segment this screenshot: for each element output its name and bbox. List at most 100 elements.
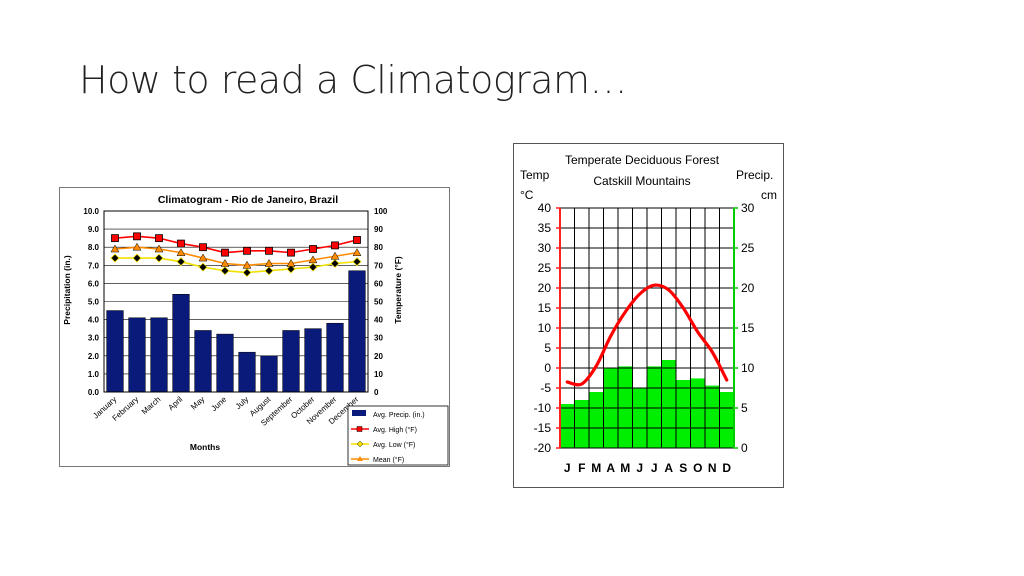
x-tick-label: N <box>708 461 717 475</box>
series-point <box>308 255 318 264</box>
y2-tick-label: 50 <box>374 298 383 307</box>
y2-tick-label: 15 <box>741 321 755 335</box>
y2-tick-label: 10 <box>374 370 383 379</box>
chart-subtitle: Catskill Mountains <box>593 174 690 188</box>
series-point <box>220 266 230 276</box>
series-point <box>287 248 295 257</box>
series-point <box>308 262 318 272</box>
y-tick-label: 35 <box>538 221 552 235</box>
y2-tick-label: 20 <box>374 352 383 361</box>
series-point <box>286 258 296 267</box>
precip-bar <box>661 360 676 448</box>
y-tick-label: 4.0 <box>88 316 100 325</box>
legend-label: Avg. Low (°F) <box>373 441 415 449</box>
series-point <box>242 260 252 269</box>
precip-bar <box>238 351 256 393</box>
x-tick-label: F <box>578 461 585 475</box>
y-tick-label: 2.0 <box>88 352 100 361</box>
x-tick-label: J <box>636 461 643 475</box>
series-point <box>154 244 164 253</box>
precip-bar <box>348 270 366 393</box>
rio-climatogram-chart: Climatogram - Rio de Janeiro, Brazil Pre… <box>59 187 450 467</box>
series-point <box>242 267 252 278</box>
x-tick-label: J <box>651 461 658 475</box>
legend-marker <box>356 426 363 432</box>
series-point <box>352 248 362 256</box>
y2-tick-label: 60 <box>374 279 383 288</box>
chart-title: Climatogram - Rio de Janeiro, Brazil <box>158 194 338 206</box>
y-tick-label: 15 <box>538 301 552 315</box>
x-tick-label: M <box>620 461 630 475</box>
y-tick-label: 8.0 <box>88 243 100 252</box>
x-tick-label: M <box>591 461 601 475</box>
precip-bar <box>618 366 633 448</box>
precip-bar <box>260 355 278 393</box>
y-axis-label: Temp <box>520 168 550 182</box>
y2-tick-label: 5 <box>741 401 748 415</box>
series-point <box>198 253 208 262</box>
series-point <box>286 264 296 274</box>
y2-tick-label: 0 <box>374 388 379 397</box>
legend-swatch <box>352 410 366 416</box>
legend-label: Avg. High (°F) <box>373 426 417 434</box>
series-point <box>110 253 120 263</box>
y2-tick-label: 0 <box>741 441 748 455</box>
precip-bar <box>632 388 647 448</box>
series-point <box>264 258 274 267</box>
y2-tick-label: 10 <box>741 361 755 375</box>
y2-tick-label: 30 <box>741 201 755 215</box>
catskill-climatogram-chart: Temperate Deciduous Forest Catskill Moun… <box>513 143 784 488</box>
x-tick-label: A <box>606 461 615 475</box>
series-point <box>330 251 340 260</box>
y2-axis-label: Precip. <box>736 168 773 182</box>
series-point <box>330 258 340 269</box>
precip-bar <box>304 328 322 393</box>
precip-bar <box>560 404 575 448</box>
x-tick-label: D <box>722 461 731 475</box>
x-tick-label: S <box>679 461 687 475</box>
y-tick-label: 6.0 <box>88 279 100 288</box>
series-point <box>111 234 119 243</box>
temp-line <box>565 283 729 387</box>
series-point <box>155 234 163 243</box>
precip-bars <box>106 270 366 393</box>
y-tick-label: -20 <box>534 441 552 455</box>
series-point <box>265 246 273 255</box>
series-point <box>176 257 186 267</box>
legend-marker <box>357 456 363 461</box>
y-tick-label: 30 <box>538 241 552 255</box>
y2-ticks: 0 10 20 30 40 50 60 70 80 90 100 <box>374 207 388 397</box>
y-tick-label: 0 <box>544 361 551 375</box>
y-tick-label: -15 <box>534 421 552 435</box>
series-point <box>176 248 186 256</box>
series-point <box>220 258 230 267</box>
precip-bar <box>172 294 190 393</box>
series-point <box>198 262 208 272</box>
y-tick-label: 5 <box>544 341 551 355</box>
series-point <box>132 253 142 263</box>
temperature-line <box>565 283 729 387</box>
y-tick-label: 40 <box>538 201 552 215</box>
precip-bar <box>647 366 662 448</box>
series-point <box>264 266 274 276</box>
y-tick-label: 0.0 <box>88 388 100 397</box>
series-point <box>309 245 317 253</box>
series-point <box>154 253 164 263</box>
y-axis-unit: °C <box>520 188 534 202</box>
series-point <box>243 246 251 255</box>
y2-tick-label: 40 <box>374 316 383 325</box>
y-tick-label: 25 <box>538 261 552 275</box>
y2-ticks: 0 5 10 15 20 25 30 <box>734 201 755 455</box>
precip-bar <box>216 333 234 393</box>
legend-marker <box>356 440 364 448</box>
y-tick-label: -10 <box>534 401 552 415</box>
x-axis-label: Months <box>190 442 220 452</box>
y-tick-label: 10.0 <box>83 207 99 216</box>
y-tick-label: 3.0 <box>88 334 100 343</box>
legend: Avg. Precip. (in.) Avg. High (°F) Avg. Low… <box>347 405 449 466</box>
x-tick-label: O <box>693 461 702 475</box>
series-point <box>199 243 207 252</box>
x-tick-label: J <box>564 461 571 475</box>
series-point <box>221 248 229 257</box>
